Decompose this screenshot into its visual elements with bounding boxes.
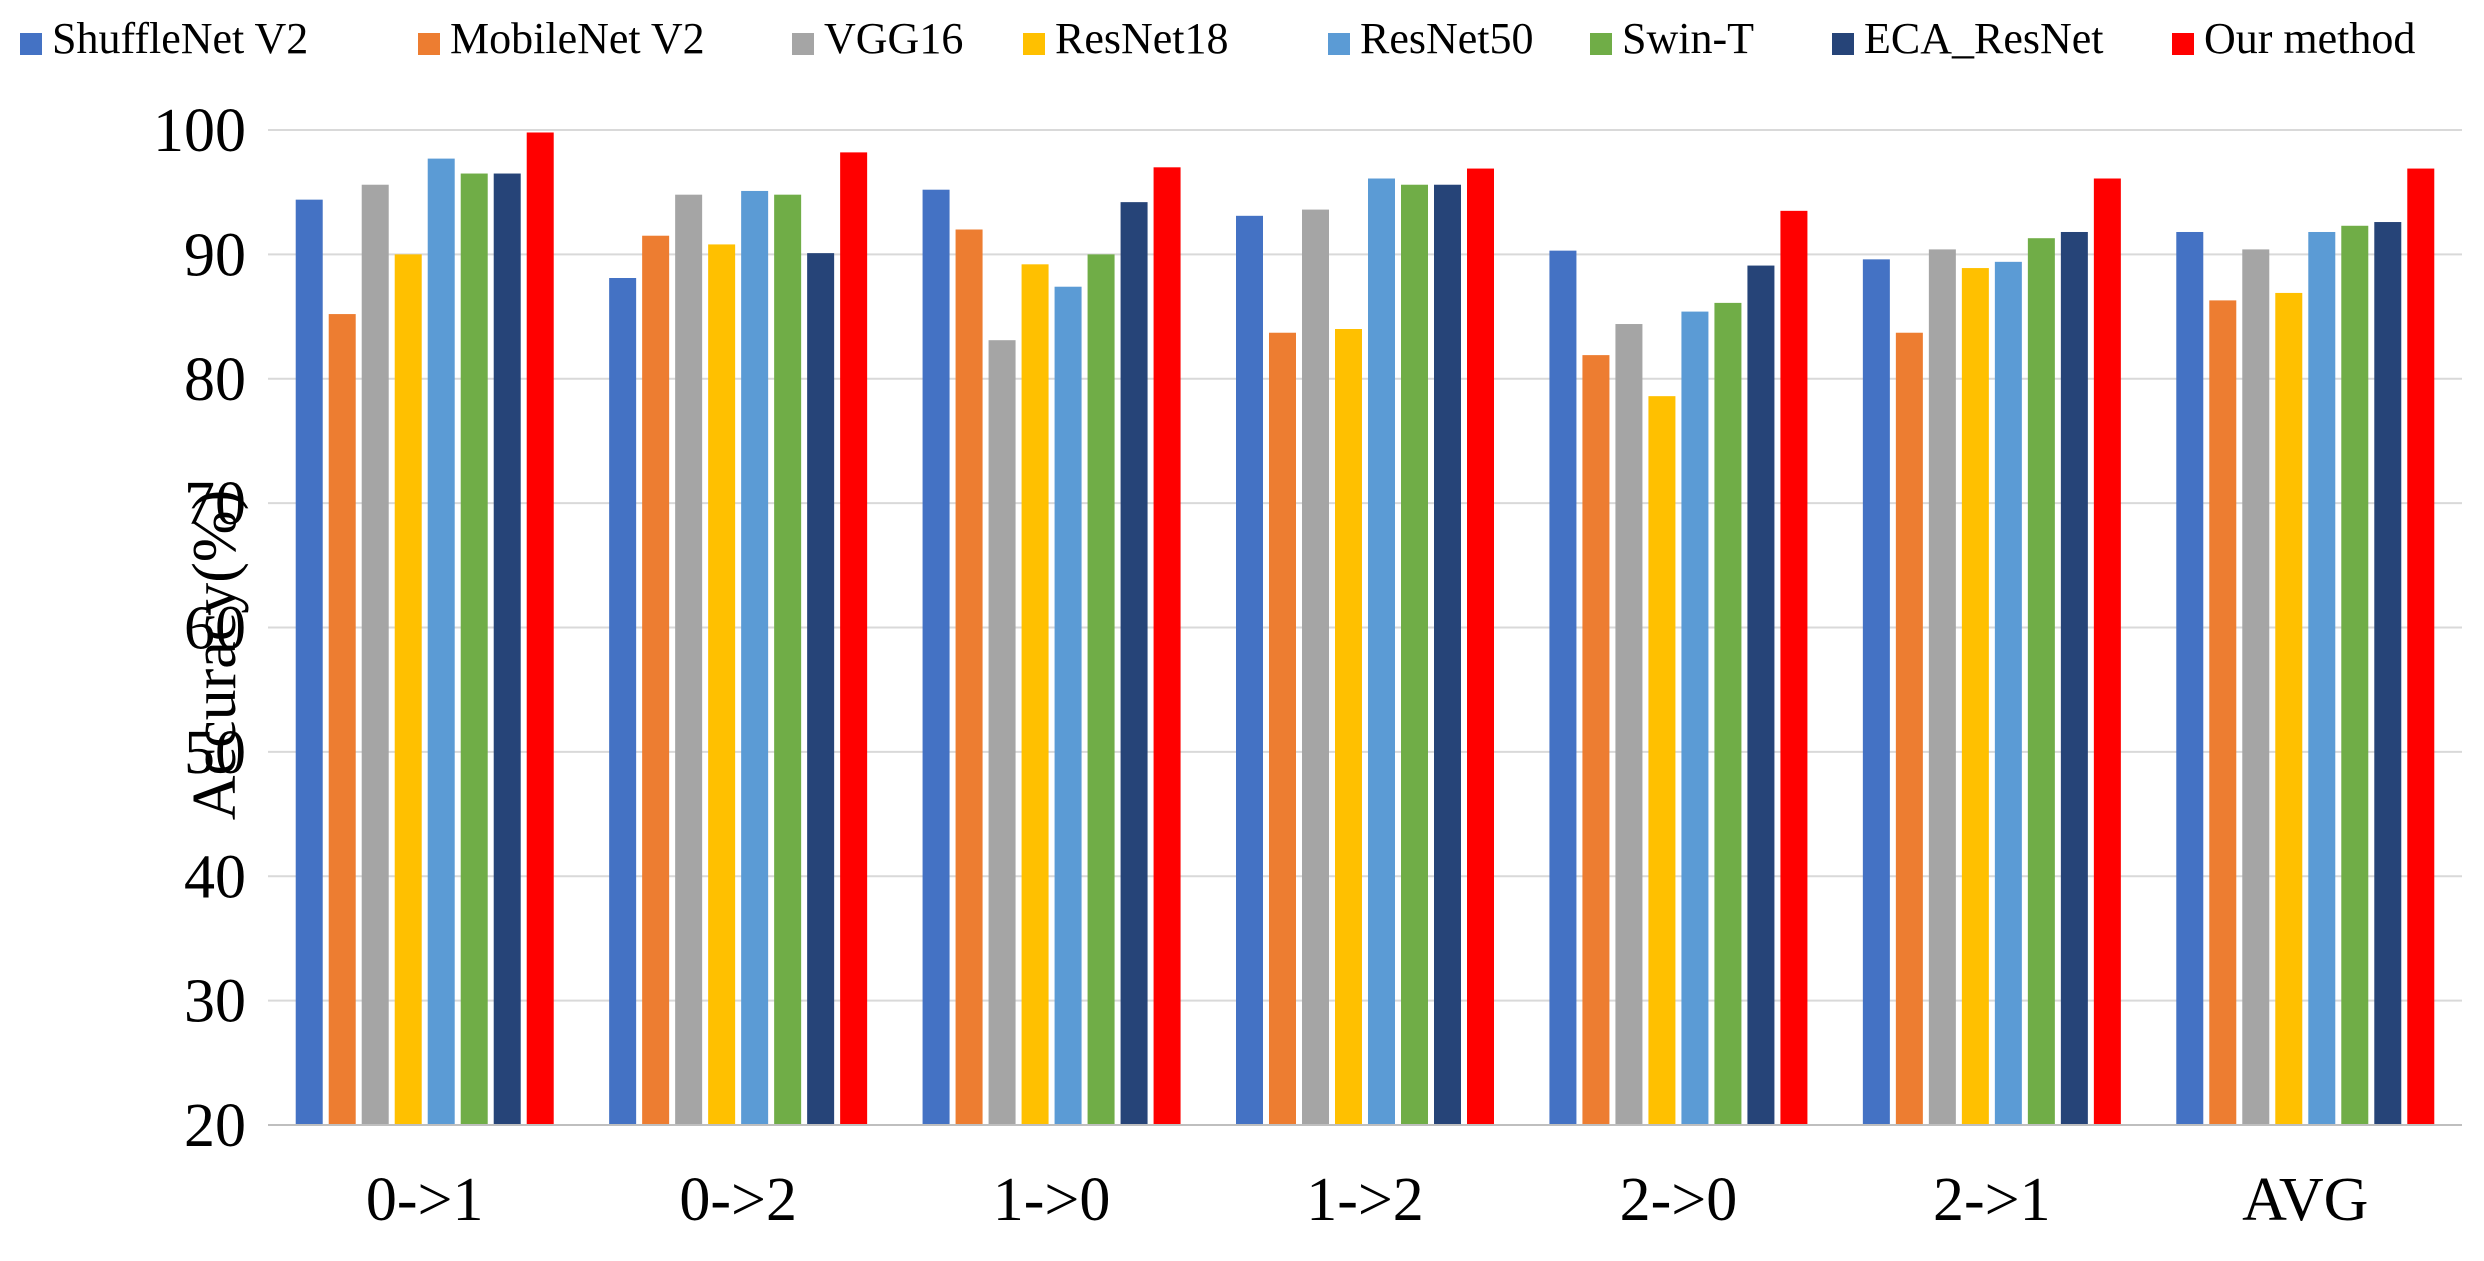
bar-2-3 [955, 229, 983, 1125]
y-tick-label-30: 30 [184, 968, 246, 1036]
bar-2-5 [1582, 355, 1610, 1125]
legend-label-1: ShuffleNet V2 [52, 14, 308, 63]
legend: ShuffleNet V2 MobileNet V2 VGG16 ResNet18 Re… [20, 14, 2415, 63]
bar-2-2 [642, 235, 670, 1125]
legend-label-6: Swin-T [1622, 14, 1754, 63]
legend-swatch-8 [2172, 33, 2194, 55]
bar-4-4 [1335, 329, 1362, 1125]
x-tick-label-4: 1->2 [1306, 1166, 1424, 1234]
y-tick-label-60: 60 [184, 595, 246, 663]
bar-5-5 [1681, 311, 1709, 1125]
x-tick-label-7: AVG [2242, 1166, 2368, 1234]
bar-5-2 [741, 190, 769, 1126]
bar-7-7 [2374, 222, 2402, 1126]
bar-2-4 [1269, 332, 1296, 1125]
bar-6-7 [2341, 225, 2369, 1126]
bar-1-4 [1236, 215, 1263, 1126]
x-tick-labels: 0->1 0->2 1->0 1->2 2->0 2->1 AVG [366, 1166, 2369, 1234]
legend-label-2: MobileNet V2 [450, 14, 705, 63]
bar-5-3 [1054, 286, 1082, 1125]
bar-6-2 [774, 194, 802, 1126]
bar-3-4 [1302, 209, 1329, 1126]
bar-3-2 [675, 194, 703, 1126]
legend-label-5: ResNet50 [1360, 14, 1534, 63]
legend-label-4: ResNet18 [1055, 14, 1229, 63]
bar-4-3 [1021, 264, 1049, 1125]
bar-7-6 [2060, 231, 2088, 1126]
bar-7-1 [493, 173, 521, 1125]
y-axis-label: Accuracy(%) [181, 490, 249, 820]
bar-5-1 [427, 158, 455, 1125]
bar-6-1 [460, 173, 488, 1125]
bars-layer [295, 132, 2435, 1126]
bar-8-1 [526, 132, 554, 1126]
bar-8-3 [1153, 167, 1181, 1125]
legend-label-8: Our method [2204, 14, 2415, 63]
y-tick-label-80: 80 [184, 346, 246, 414]
bar-6-6 [2027, 238, 2055, 1126]
x-tick-label-1: 0->1 [366, 1166, 484, 1234]
bar-1-5 [1549, 250, 1577, 1126]
bar-6-5 [1714, 302, 1742, 1126]
bar-7-5 [1747, 265, 1775, 1126]
legend-swatch-5 [1328, 33, 1350, 55]
bar-5-4 [1368, 178, 1395, 1126]
y-tick-label-40: 40 [184, 843, 246, 911]
bar-1-3 [922, 189, 950, 1125]
bar-4-6 [1961, 268, 1989, 1125]
bar-2-6 [1895, 332, 1923, 1125]
legend-label-7: ECA_ResNet [1864, 14, 2104, 63]
y-tick-label-50: 50 [184, 719, 246, 787]
bar-4-5 [1648, 396, 1676, 1126]
legend-swatch-4 [1023, 33, 1045, 55]
legend-swatch-7 [1832, 33, 1854, 55]
legend-swatch-2 [418, 33, 440, 55]
x-tick-label-6: 2->1 [1933, 1166, 2051, 1234]
y-tick-label-70: 70 [184, 470, 246, 538]
bar-8-6 [2093, 178, 2121, 1126]
grid-layer [268, 129, 2462, 1002]
bar-5-6 [1994, 261, 2022, 1125]
bar-1-1 [295, 199, 323, 1125]
bar-7-3 [1120, 202, 1148, 1125]
bar-3-1 [361, 184, 389, 1126]
legend-swatch-6 [1590, 33, 1612, 55]
bar-6-3 [1087, 254, 1115, 1125]
bar-1-2 [609, 278, 637, 1126]
y-tick-label-100: 100 [153, 97, 246, 165]
bar-7-4 [1434, 184, 1461, 1126]
bar-8-2 [840, 152, 868, 1125]
x-tick-label-3: 1->0 [993, 1166, 1111, 1234]
legend-swatch-3 [792, 33, 814, 55]
bar-6-4 [1401, 184, 1428, 1126]
bar-2-7 [2209, 300, 2237, 1125]
bar-8-5 [1780, 210, 1808, 1125]
bar-4-1 [394, 254, 422, 1125]
bar-8-4 [1467, 168, 1494, 1125]
bar-3-6 [1928, 249, 1956, 1125]
bar-4-7 [2275, 292, 2303, 1125]
bar-8-7 [2407, 168, 2435, 1125]
bar-2-1 [328, 314, 356, 1125]
bar-1-7 [2176, 231, 2204, 1126]
bar-3-7 [2242, 249, 2270, 1125]
x-tick-label-2: 0->2 [679, 1166, 797, 1234]
y-tick-labels: 20 30 40 50 60 70 80 90 100 [153, 97, 246, 1160]
bar-3-3 [988, 340, 1016, 1126]
y-tick-label-90: 90 [184, 221, 246, 289]
legend-swatch-1 [20, 33, 42, 55]
y-tick-label-20: 20 [184, 1092, 246, 1160]
legend-label-3: VGG16 [824, 14, 963, 63]
bar-5-7 [2308, 231, 2336, 1126]
bar-1-6 [1862, 259, 1890, 1126]
x-tick-label-5: 2->0 [1620, 1166, 1738, 1234]
bar-3-5 [1615, 324, 1643, 1125]
bar-4-2 [708, 244, 736, 1126]
bar-7-2 [807, 253, 835, 1126]
